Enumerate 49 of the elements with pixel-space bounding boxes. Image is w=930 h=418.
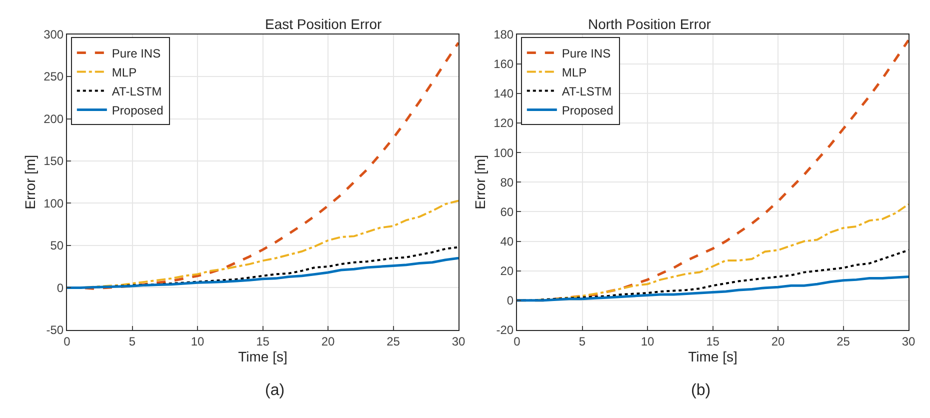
x-tick-label: 30 — [902, 334, 916, 348]
y-tick-label: -50 — [46, 323, 64, 338]
y-tick-label: 100 — [44, 196, 64, 210]
x-tick-label: 15 — [706, 334, 720, 348]
x-tick-label: 5 — [128, 334, 136, 348]
y-axis-title: Error [m] — [22, 154, 38, 210]
line-series — [517, 275, 908, 302]
x-tick-label: 25 — [836, 334, 850, 348]
x-tick-label: 30 — [452, 334, 466, 348]
y-tick-label: 100 — [494, 146, 514, 160]
x-tick-label: 15 — [256, 334, 270, 348]
y-tick-label: 60 — [500, 204, 514, 219]
legend-label: MLP — [112, 65, 137, 80]
legend-label: AT-LSTM — [562, 84, 612, 98]
legend-label: AT-LSTM — [112, 84, 162, 98]
y-tick-label: 50 — [50, 238, 64, 253]
x-axis-title: Time [s] — [688, 348, 738, 365]
y-tick-label: 20 — [500, 264, 514, 278]
x-tick-label: 25 — [386, 334, 400, 348]
x-tick-label: 5 — [578, 334, 586, 348]
legend-label: Pure INS — [112, 46, 161, 60]
x-tick-label: 20 — [321, 334, 335, 348]
x-tick-label: 20 — [771, 334, 785, 348]
legend-label: Pure INS — [562, 46, 611, 60]
y-tick-label: 250 — [44, 70, 64, 84]
y-tick-label: 300 — [44, 27, 64, 42]
y-tick-label: 120 — [494, 116, 514, 130]
text: (a) — [265, 382, 285, 399]
legend-label: Proposed — [562, 103, 614, 118]
chart-title: North Position Error — [588, 16, 712, 32]
text: (b) — [691, 382, 711, 399]
y-tick-label: 40 — [500, 234, 514, 248]
y-tick-label: 0 — [56, 280, 64, 295]
y-tick-label: 0 — [506, 294, 514, 308]
x-axis-title: Time [s] — [238, 348, 288, 365]
y-tick-label: 200 — [44, 112, 64, 126]
x-tick-label: 10 — [640, 334, 654, 348]
y-axis-title: Error [m] — [472, 154, 488, 210]
legend-label: MLP — [562, 65, 587, 80]
x-tick-label: 10 — [190, 334, 204, 348]
y-tick-label: 80 — [500, 175, 514, 190]
y-tick-label: 140 — [494, 86, 514, 101]
y-tick-label: 160 — [494, 57, 514, 72]
chart-title: East Position Error — [265, 16, 382, 32]
y-tick-label: 150 — [44, 154, 64, 168]
legend-label: Proposed — [112, 103, 164, 118]
line-series — [67, 256, 458, 289]
y-tick-label: -20 — [496, 323, 514, 338]
y-tick-label: 180 — [494, 27, 514, 42]
